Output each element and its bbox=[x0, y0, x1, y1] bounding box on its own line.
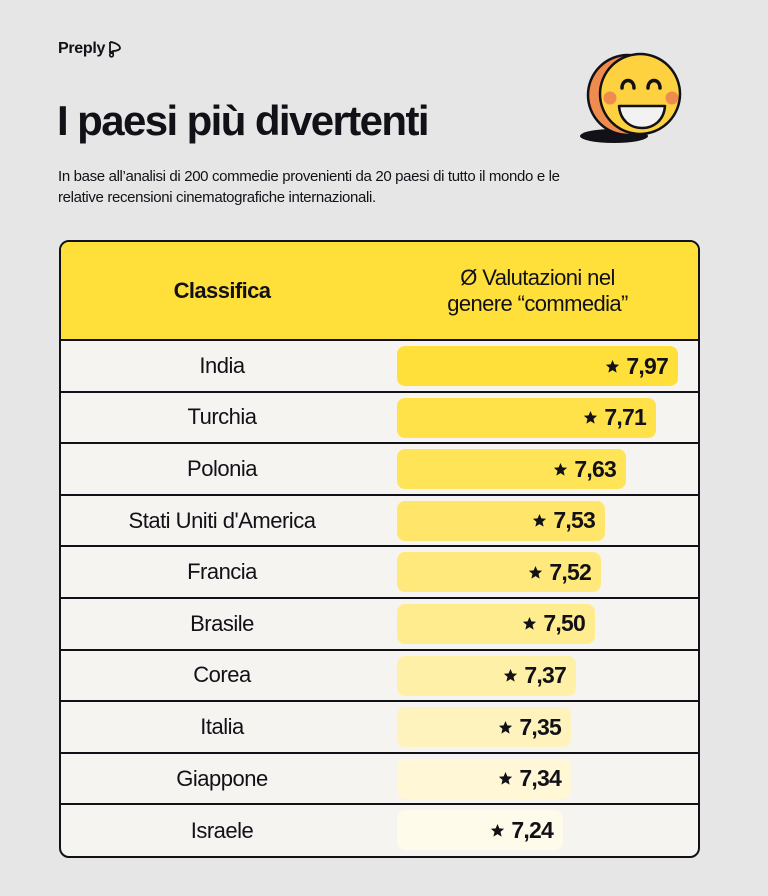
star-icon bbox=[554, 462, 568, 476]
table-header: Classifica Ø Valutazioni nel genere “com… bbox=[61, 242, 698, 341]
country-name: India bbox=[199, 352, 245, 378]
star-icon bbox=[529, 565, 543, 579]
country-name: Polonia bbox=[187, 455, 257, 481]
score-bar: 7,50 bbox=[397, 603, 595, 644]
table-row: Brasile 7,50 bbox=[61, 599, 698, 651]
preply-logo: Preply bbox=[58, 40, 122, 58]
table-row: Israele 7,24 bbox=[61, 805, 698, 856]
column-header-score-line2: genere “commedia” bbox=[447, 290, 628, 316]
score-bar: 7,34 bbox=[397, 758, 571, 799]
table-row: Corea 7,37 bbox=[61, 651, 698, 703]
table-row: Giappone 7,34 bbox=[61, 754, 698, 806]
country-name: Turchia bbox=[187, 404, 257, 430]
score-bar: 7,35 bbox=[397, 707, 571, 748]
star-icon bbox=[499, 772, 513, 785]
star-icon bbox=[499, 720, 513, 734]
score-bar: 7,97 bbox=[397, 346, 678, 386]
score-value: 7,52 bbox=[549, 558, 591, 585]
country-name: Corea bbox=[193, 662, 251, 688]
table-row: India 7,97 bbox=[61, 341, 698, 393]
country-name: Stati Uniti d'America bbox=[128, 507, 316, 533]
country-name: Italia bbox=[200, 713, 244, 739]
table-row: Turchia 7,71 bbox=[61, 393, 698, 445]
star-icon bbox=[606, 359, 620, 373]
page-subtitle: In base all’analisi di 200 commedie prov… bbox=[58, 168, 560, 206]
score-value: 7,34 bbox=[519, 765, 561, 792]
score-value: 7,71 bbox=[604, 404, 646, 431]
star-icon bbox=[523, 617, 537, 631]
table-row: Italia 7,35 bbox=[61, 702, 698, 754]
score-bar: 7,71 bbox=[397, 397, 656, 438]
score-value: 7,35 bbox=[519, 713, 561, 740]
country-name: Israele bbox=[190, 818, 254, 844]
laughing-smiley-icon bbox=[580, 52, 682, 143]
score-bar: 7,63 bbox=[397, 449, 626, 490]
page-title: I paesi più divertenti bbox=[57, 97, 430, 144]
score-bar: 7,53 bbox=[397, 500, 605, 541]
country-name: Francia bbox=[187, 559, 257, 585]
table-row: Francia 7,52 bbox=[61, 547, 698, 599]
column-header-score-line1: Ø Valutazioni nel bbox=[460, 264, 615, 290]
preply-logo-icon bbox=[109, 41, 122, 58]
score-bar: 7,37 bbox=[397, 655, 576, 696]
star-icon bbox=[533, 514, 547, 527]
country-name: Brasile bbox=[190, 610, 254, 636]
table-row: Polonia 7,63 bbox=[61, 444, 698, 496]
star-icon bbox=[584, 411, 598, 424]
score-value: 7,37 bbox=[524, 662, 566, 689]
column-header-score: Ø Valutazioni nel genere “commedia” bbox=[383, 265, 698, 317]
score-value: 7,50 bbox=[543, 610, 585, 637]
table-row: Stati Uniti d'America 7,53 bbox=[61, 496, 698, 548]
star-icon bbox=[491, 823, 505, 837]
score-value: 7,53 bbox=[553, 507, 595, 534]
score-value: 7,24 bbox=[511, 816, 553, 843]
column-header-rank: Classifica bbox=[173, 277, 271, 303]
score-bar: 7,52 bbox=[397, 552, 601, 593]
score-bar: 7,24 bbox=[397, 810, 563, 851]
country-name: Giappone bbox=[176, 765, 268, 791]
table-body: India 7,97 Turchia 7,71 Polonia 7,63 Sta… bbox=[61, 341, 698, 856]
score-value: 7,97 bbox=[626, 352, 668, 379]
ranking-table: Classifica Ø Valutazioni nel genere “com… bbox=[59, 240, 700, 858]
brand-name: Preply bbox=[58, 40, 106, 57]
star-icon bbox=[504, 669, 518, 682]
score-value: 7,63 bbox=[574, 455, 616, 482]
